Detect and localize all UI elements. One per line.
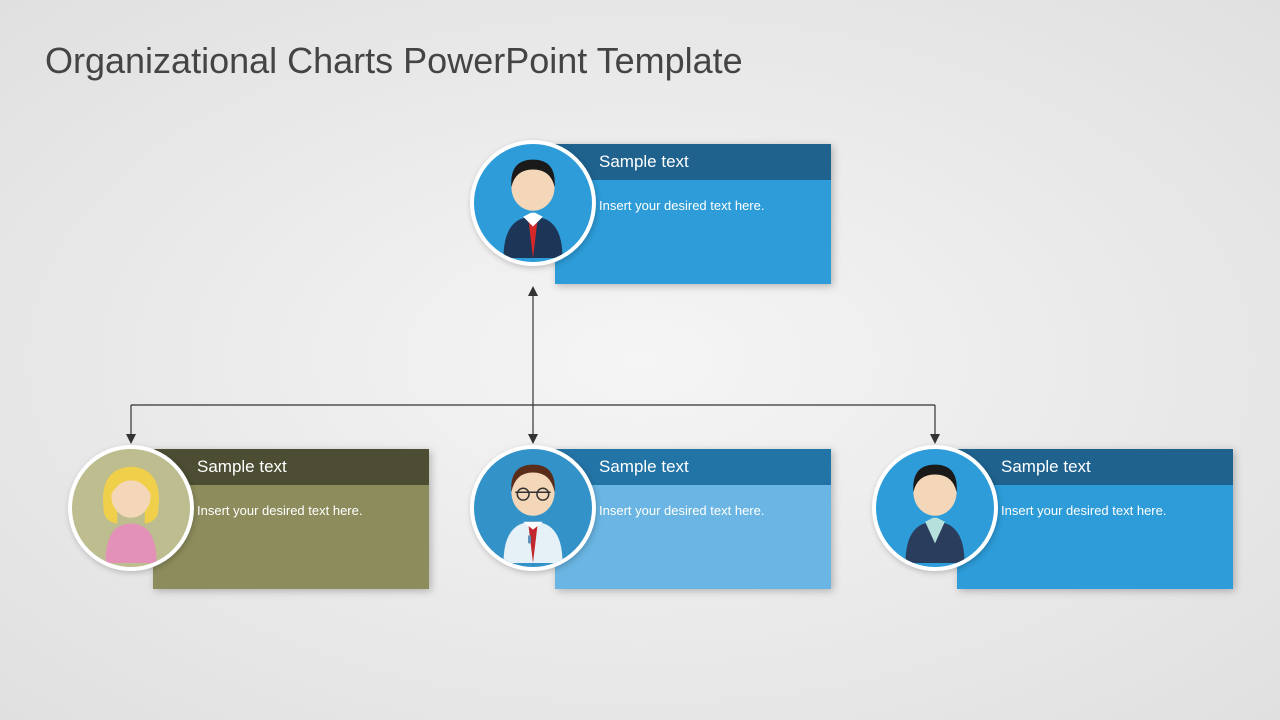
avatar-icon [872, 445, 998, 571]
node-title: Sample text [555, 144, 831, 180]
node-body: Insert your desired text here. [153, 485, 429, 589]
org-node-left: Sample textInsert your desired text here… [153, 449, 429, 589]
node-body: Insert your desired text here. [555, 180, 831, 284]
avatar-icon [68, 445, 194, 571]
node-body: Insert your desired text here. [957, 485, 1233, 589]
org-node-right: Sample textInsert your desired text here… [957, 449, 1233, 589]
node-body: Insert your desired text here. [555, 485, 831, 589]
org-node-center: Sample textInsert your desired text here… [555, 449, 831, 589]
org-chart-canvas: Sample textInsert your desired text here… [0, 0, 1280, 720]
avatar-icon [470, 140, 596, 266]
node-title: Sample text [555, 449, 831, 485]
org-node-top: Sample textInsert your desired text here… [555, 144, 831, 284]
node-title: Sample text [957, 449, 1233, 485]
avatar-icon [470, 445, 596, 571]
node-title: Sample text [153, 449, 429, 485]
